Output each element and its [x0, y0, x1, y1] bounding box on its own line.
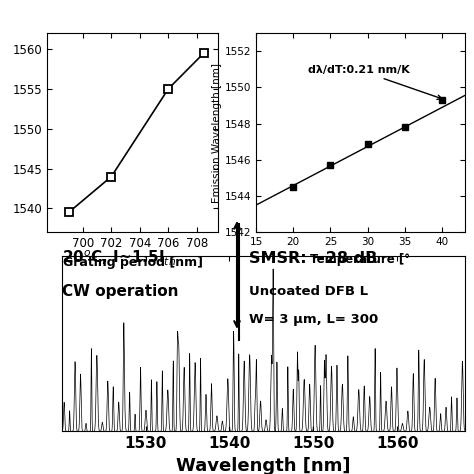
Y-axis label: Emission Wavelength [nm]: Emission Wavelength [nm] [212, 63, 222, 203]
Text: dλ/dT:0.21 nm/K: dλ/dT:0.21 nm/K [308, 65, 442, 100]
X-axis label: Grating period [nm]: Grating period [nm] [63, 255, 203, 269]
Text: CW operation: CW operation [62, 284, 178, 299]
Text: W= 3 μm, L= 300: W= 3 μm, L= 300 [249, 313, 378, 327]
Text: 20$^o$C, I~1.5I$_{th}$: 20$^o$C, I~1.5I$_{th}$ [62, 249, 176, 268]
X-axis label: Wavelength [nm]: Wavelength [nm] [176, 457, 350, 474]
Text: Uncoated DFB L: Uncoated DFB L [249, 285, 368, 298]
Text: SMSR: ~28 dB: SMSR: ~28 dB [249, 251, 377, 266]
X-axis label: Temperature [°: Temperature [° [310, 253, 410, 265]
